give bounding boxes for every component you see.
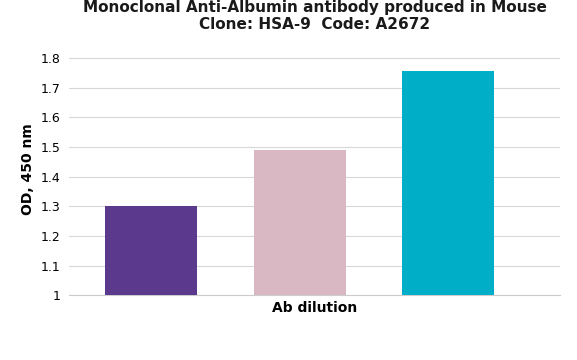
Title: Monoclonal Anti-Albumin antibody produced in Mouse
Clone: HSA-9  Code: A2672: Monoclonal Anti-Albumin antibody produce… [83,0,546,32]
Y-axis label: OD, 450 nm: OD, 450 nm [21,123,35,215]
Bar [253,150,346,295]
Legend: 1:100K, 1:80K, 1:60K: 1:100K, 1:80K, 1:60K [244,357,434,360]
Bar [105,206,197,295]
Bar [402,71,494,295]
X-axis label: Ab dilution: Ab dilution [272,301,357,315]
